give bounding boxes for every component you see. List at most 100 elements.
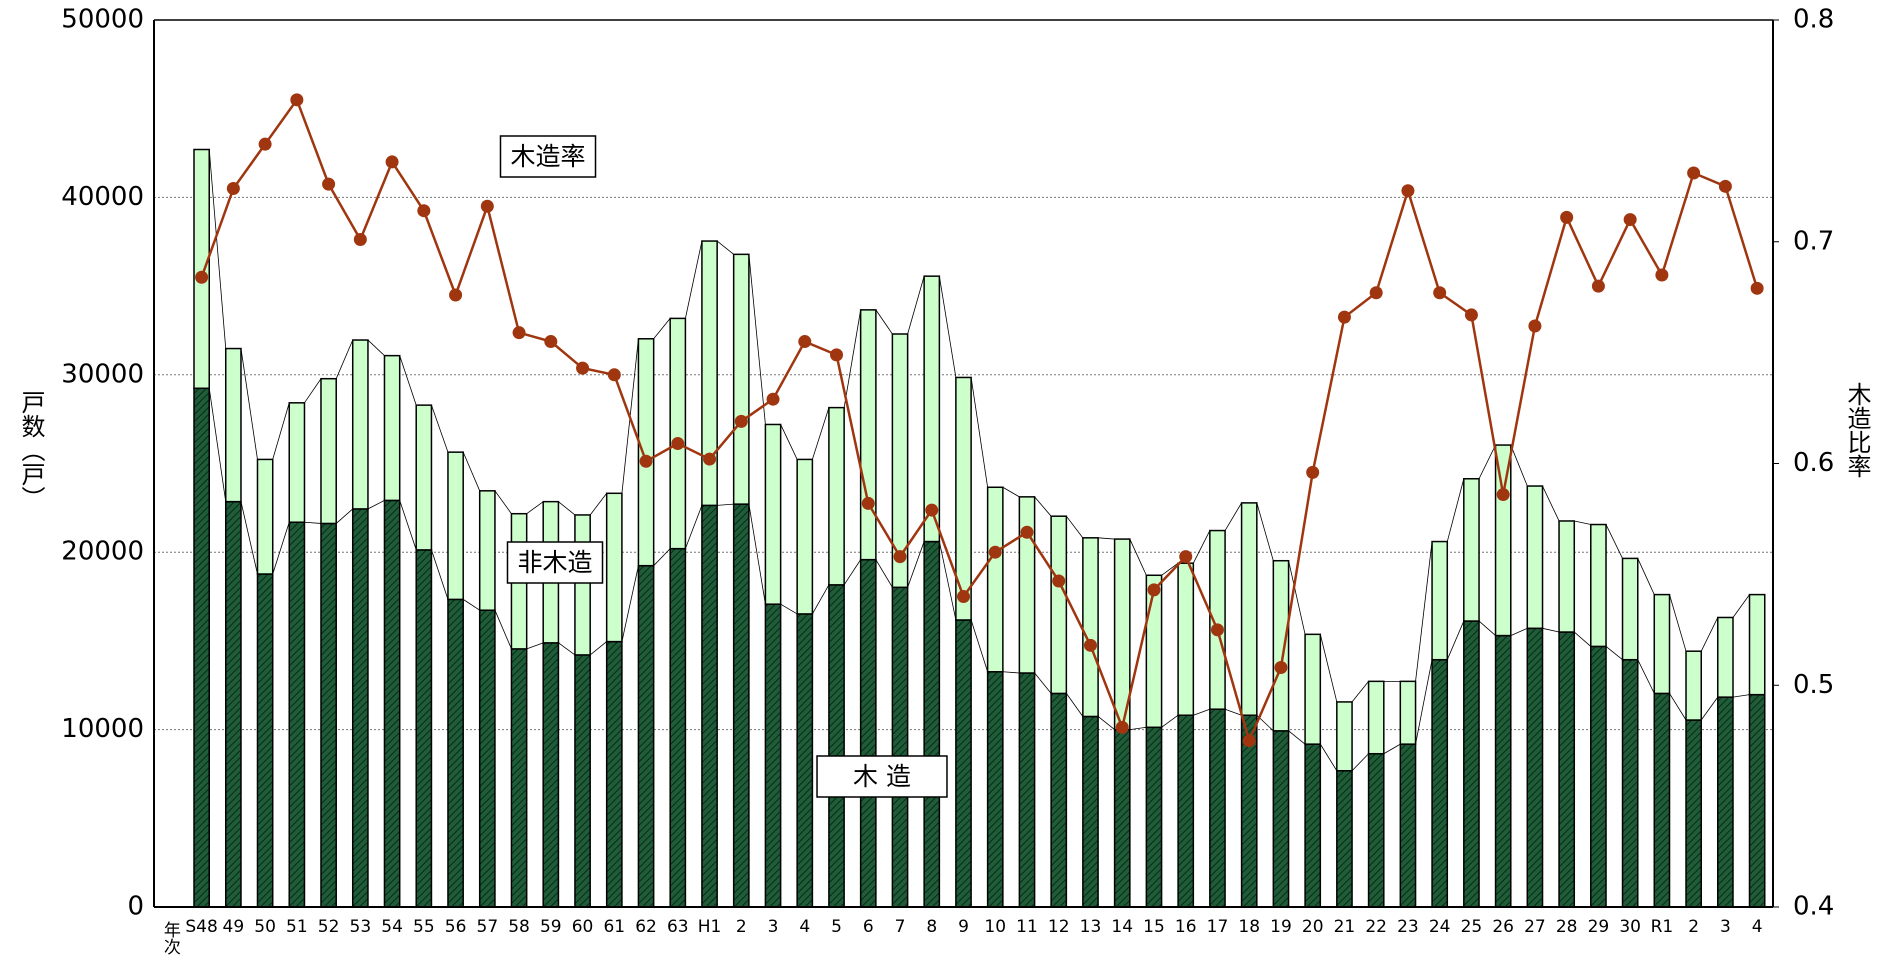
- stack-connector: [780, 424, 798, 460]
- ratio-point: [1433, 286, 1447, 300]
- stack-connector: [1034, 496, 1052, 517]
- stack-connector: [1446, 620, 1465, 660]
- stack-connector: [272, 402, 290, 460]
- bar-segment: [224, 500, 242, 908]
- x-tick-label: 4: [799, 917, 810, 937]
- ratio-point: [607, 368, 621, 382]
- y-tick-label: 20000: [61, 537, 144, 567]
- stack-connector: [367, 339, 385, 356]
- stack-connector: [1002, 671, 1020, 674]
- stack-connector: [1415, 659, 1433, 745]
- ratio-point: [1623, 213, 1637, 227]
- stack-connector: [558, 642, 576, 656]
- ratio-point: [1718, 179, 1732, 193]
- bar-segment: [796, 613, 814, 908]
- bar-segment: [510, 648, 528, 908]
- ratio-point: [639, 454, 653, 468]
- x-tick-label: 20: [1302, 917, 1324, 937]
- ratio-point: [480, 199, 494, 213]
- stack-connector: [1637, 558, 1655, 595]
- x-tick-label: 62: [635, 917, 657, 937]
- bar-segment: [1526, 485, 1544, 630]
- stack-connector: [1478, 444, 1496, 479]
- stack-connector: [431, 549, 449, 600]
- bar-segment: [193, 148, 210, 390]
- x-tick-label: 57: [477, 917, 499, 937]
- bar-segment: [1145, 574, 1163, 729]
- bar-segment: [320, 522, 337, 908]
- bar-segment: [224, 347, 242, 503]
- ratio-point: [798, 335, 812, 349]
- stack-connector: [1224, 708, 1242, 716]
- series-label-text: 木造率: [510, 142, 585, 171]
- bar-segment: [1209, 529, 1226, 710]
- x-tick-label: 6: [863, 917, 874, 937]
- bar-segment: [732, 503, 750, 908]
- bar-segment: [574, 514, 591, 656]
- x-tick-label: S48: [185, 917, 217, 937]
- bar-segment: [1209, 708, 1226, 908]
- stack-connector: [272, 522, 290, 575]
- stack-connector: [843, 559, 861, 586]
- bar-segment: [1748, 593, 1766, 696]
- x-tick-label: 12: [1048, 917, 1070, 937]
- stack-connector: [1066, 693, 1084, 717]
- bar-segment: [542, 642, 560, 908]
- ratio-point: [830, 348, 844, 362]
- ratio-point: [1496, 488, 1510, 502]
- x-tick-label: 17: [1207, 917, 1229, 937]
- ratio-point: [671, 437, 685, 451]
- y2-tick-label: 0.8: [1793, 5, 1834, 35]
- bar-segment: [1748, 693, 1766, 908]
- ratio-point: [1464, 308, 1478, 322]
- stack-connector: [716, 240, 734, 255]
- bar-segment: [1399, 743, 1417, 908]
- y-tick-label: 0: [127, 892, 144, 922]
- bar-segment: [1018, 496, 1036, 674]
- stack-connector: [462, 451, 481, 491]
- bar-segment: [669, 317, 687, 550]
- ratio-line: [200, 97, 1759, 745]
- bar-segment: [1082, 537, 1099, 718]
- bar-segment: [1653, 692, 1671, 908]
- bar-segment: [1558, 520, 1576, 633]
- bar-segment: [1653, 593, 1671, 695]
- stack-connector: [304, 521, 322, 524]
- stack-connector: [875, 559, 893, 588]
- ratio-point: [957, 590, 970, 604]
- bar-segment: [764, 423, 782, 605]
- bar-segment: [859, 558, 877, 908]
- x-tick-label: 29: [1588, 917, 1610, 937]
- bar-segment: [1494, 634, 1512, 908]
- bar-segment: [669, 547, 687, 908]
- bar-segment: [1177, 714, 1195, 908]
- x-tick-label: 61: [603, 917, 625, 937]
- bar-segment: [288, 402, 306, 523]
- x-tick-label: 60: [572, 917, 594, 937]
- x-tick-label: 28: [1556, 917, 1578, 937]
- series-label-box: [499, 135, 597, 178]
- stack-connector: [1542, 627, 1560, 633]
- series-label: 木 造: [816, 755, 948, 798]
- ratio-point: [1210, 623, 1224, 637]
- ratio-point: [1369, 286, 1383, 300]
- stack-connector: [399, 500, 417, 551]
- bar-segment: [1558, 631, 1576, 908]
- stack-connector: [1351, 681, 1369, 703]
- bar-segment: [1717, 696, 1734, 908]
- stack-connector: [1605, 646, 1623, 661]
- bar-segment: [732, 253, 750, 505]
- bar-segment: [986, 671, 1004, 908]
- x-tick-label: 56: [445, 917, 467, 937]
- bar-segment: [1621, 658, 1639, 908]
- stack-connector: [1700, 696, 1719, 721]
- x-tick-label: 3: [768, 917, 779, 937]
- stack-connector: [589, 641, 607, 656]
- ratio-point: [1337, 310, 1351, 324]
- x-tick-label: 24: [1429, 917, 1451, 937]
- bar-segment: [447, 451, 464, 601]
- x-tick-label: 10: [984, 917, 1006, 937]
- x-tick-label: 22: [1365, 917, 1387, 937]
- y2-tick-label: 0.6: [1793, 448, 1834, 478]
